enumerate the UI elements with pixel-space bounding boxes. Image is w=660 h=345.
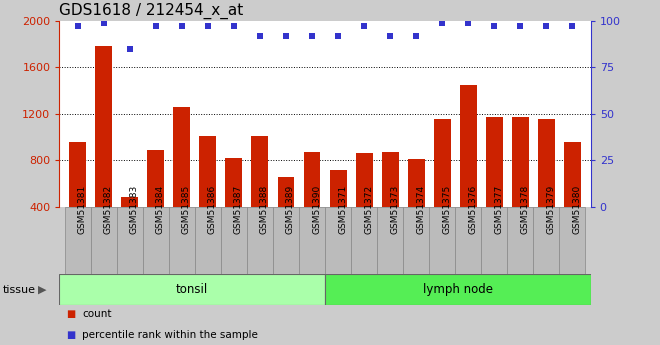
Point bbox=[150, 23, 161, 29]
Text: GSM51390: GSM51390 bbox=[312, 185, 321, 234]
Bar bbox=[351, 207, 377, 274]
Text: GSM51386: GSM51386 bbox=[208, 185, 217, 234]
Text: GSM51389: GSM51389 bbox=[286, 185, 295, 234]
Text: tonsil: tonsil bbox=[176, 283, 209, 296]
Bar bbox=[481, 207, 508, 274]
Bar bbox=[143, 207, 169, 274]
Text: GSM51375: GSM51375 bbox=[442, 185, 451, 234]
Text: GSM51377: GSM51377 bbox=[494, 185, 504, 234]
Text: GSM51380: GSM51380 bbox=[572, 185, 581, 234]
Text: GSM51382: GSM51382 bbox=[104, 185, 113, 234]
Point bbox=[567, 23, 578, 29]
Point bbox=[541, 23, 552, 29]
Bar bbox=[429, 207, 455, 274]
Bar bbox=[538, 119, 555, 254]
Bar bbox=[174, 107, 190, 254]
Point bbox=[411, 33, 422, 38]
Point bbox=[255, 33, 265, 38]
Point bbox=[73, 23, 83, 29]
Bar bbox=[381, 152, 399, 254]
Text: ■: ■ bbox=[66, 330, 75, 340]
Text: GSM51378: GSM51378 bbox=[520, 185, 529, 234]
Point bbox=[359, 23, 370, 29]
Text: percentile rank within the sample: percentile rank within the sample bbox=[82, 330, 258, 340]
Text: GSM51374: GSM51374 bbox=[416, 185, 425, 234]
Bar bbox=[512, 117, 529, 254]
Point bbox=[98, 20, 109, 25]
Text: GSM51381: GSM51381 bbox=[78, 185, 86, 234]
Bar bbox=[65, 207, 90, 274]
Bar bbox=[377, 207, 403, 274]
Bar bbox=[169, 207, 195, 274]
Point bbox=[463, 20, 474, 25]
Bar bbox=[329, 170, 346, 254]
Point bbox=[307, 33, 317, 38]
Text: GSM51376: GSM51376 bbox=[469, 185, 477, 234]
Bar bbox=[560, 207, 585, 274]
Bar bbox=[508, 207, 533, 274]
Bar bbox=[117, 207, 143, 274]
Bar bbox=[564, 142, 581, 254]
Bar bbox=[325, 207, 351, 274]
Bar bbox=[408, 159, 424, 254]
Bar bbox=[251, 136, 269, 254]
Text: ▶: ▶ bbox=[38, 285, 47, 295]
Text: count: count bbox=[82, 309, 112, 319]
Bar bbox=[121, 197, 138, 254]
Bar bbox=[533, 207, 560, 274]
Text: GSM51373: GSM51373 bbox=[390, 185, 399, 234]
Text: GSM51385: GSM51385 bbox=[182, 185, 191, 234]
Text: GSM51371: GSM51371 bbox=[338, 185, 347, 234]
Point bbox=[176, 23, 187, 29]
Point bbox=[203, 23, 213, 29]
Bar bbox=[403, 207, 429, 274]
Bar bbox=[95, 46, 112, 254]
Text: GSM51384: GSM51384 bbox=[156, 185, 165, 234]
Point bbox=[333, 33, 343, 38]
Bar bbox=[277, 177, 294, 254]
Point bbox=[385, 33, 395, 38]
Text: tissue: tissue bbox=[3, 285, 36, 295]
Point bbox=[280, 33, 291, 38]
Bar bbox=[455, 207, 481, 274]
Bar bbox=[221, 207, 247, 274]
Text: GSM51379: GSM51379 bbox=[546, 185, 556, 234]
Bar bbox=[325, 274, 591, 305]
Bar bbox=[460, 85, 477, 254]
Point bbox=[228, 23, 239, 29]
Point bbox=[125, 46, 135, 51]
Text: lymph node: lymph node bbox=[423, 283, 493, 296]
Text: GSM51388: GSM51388 bbox=[260, 185, 269, 234]
Bar bbox=[199, 136, 216, 254]
Bar bbox=[90, 207, 117, 274]
Bar bbox=[356, 154, 373, 254]
Bar bbox=[147, 150, 164, 254]
Text: GSM51383: GSM51383 bbox=[130, 185, 139, 234]
Text: ■: ■ bbox=[66, 309, 75, 319]
Point bbox=[437, 20, 447, 25]
Bar bbox=[226, 158, 242, 254]
Bar bbox=[247, 207, 273, 274]
Bar bbox=[304, 152, 321, 254]
Bar bbox=[486, 117, 503, 254]
Text: GSM51372: GSM51372 bbox=[364, 185, 373, 234]
Bar bbox=[273, 207, 299, 274]
Text: GSM51387: GSM51387 bbox=[234, 185, 243, 234]
Bar bbox=[299, 207, 325, 274]
Bar bbox=[434, 119, 451, 254]
Point bbox=[515, 23, 525, 29]
Bar bbox=[195, 207, 221, 274]
Bar bbox=[59, 274, 325, 305]
Bar bbox=[69, 142, 86, 254]
Point bbox=[489, 23, 500, 29]
Text: GDS1618 / 212454_x_at: GDS1618 / 212454_x_at bbox=[59, 3, 244, 19]
